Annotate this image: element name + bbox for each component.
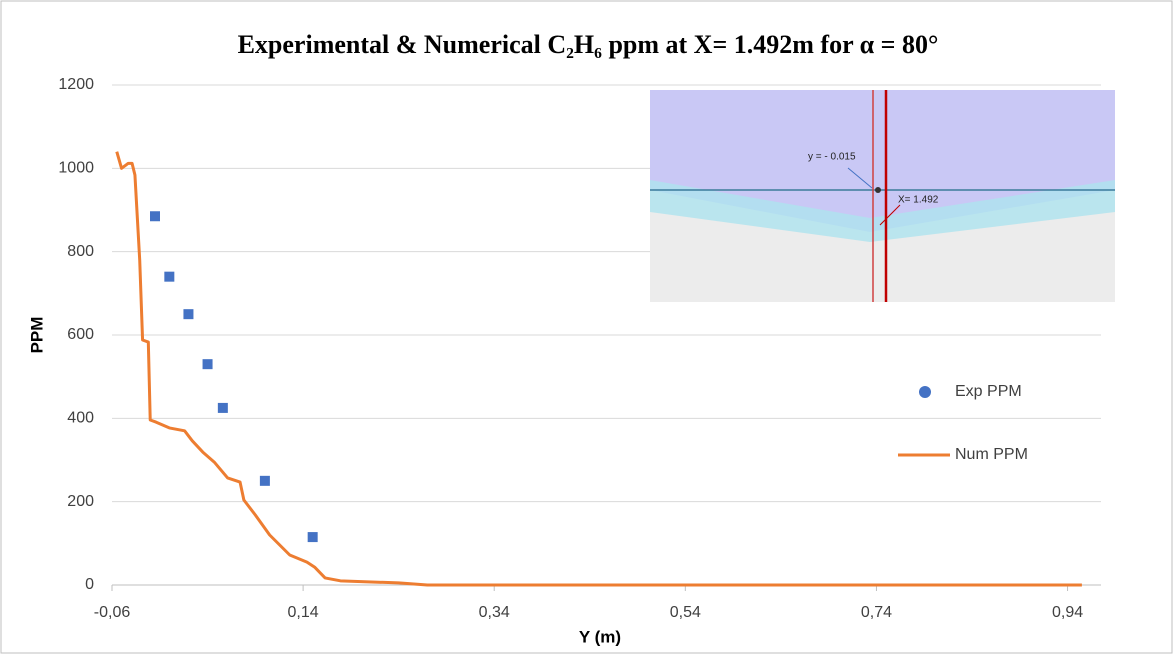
x-axis-label: Y (m) — [579, 627, 621, 646]
data-point — [307, 532, 318, 543]
data-line — [115, 151, 1082, 587]
y-tick-label: 600 — [67, 326, 94, 343]
y-axis-label: PPM — [27, 317, 46, 354]
data-point — [217, 402, 228, 413]
y-tick-label: 1200 — [58, 76, 94, 93]
data-point — [150, 211, 160, 222]
data-point — [183, 309, 194, 320]
chart-title: Experimental & Numerical C₂H₆ ppm at X= … — [238, 30, 939, 59]
inset-arrow — [847, 167, 873, 189]
inset-band — [650, 180, 1115, 242]
inset-arrow — [879, 204, 901, 226]
inset-point — [875, 187, 881, 193]
x-tick-label: 0,54 — [670, 604, 701, 621]
x-tick-label: 0,94 — [1052, 604, 1083, 621]
y-tick-label: 1000 — [58, 160, 94, 177]
y-tick-label: 0 — [85, 576, 94, 593]
legend-label: Exp PPM — [955, 383, 1022, 400]
data-point — [202, 359, 213, 370]
legend-marker — [919, 386, 931, 398]
x-tick-label: 0,14 — [288, 604, 319, 621]
y-tick-label: 200 — [67, 493, 94, 510]
inset-image: y = - 0.015 X= 1.492 — [650, 90, 1115, 302]
data-point — [164, 271, 175, 282]
inset-annotation: y = - 0.015 — [808, 152, 856, 163]
y-tick-label: 800 — [67, 243, 94, 260]
x-tick-label: 0,74 — [861, 604, 892, 621]
data-point — [259, 475, 270, 486]
y-tick-label: 400 — [67, 410, 94, 427]
x-tick-label: 0,34 — [479, 604, 510, 621]
x-tick-label: -0,06 — [94, 604, 131, 621]
inset-annotation: X= 1.492 — [898, 195, 939, 206]
legend-label: Num PPM — [955, 446, 1028, 463]
